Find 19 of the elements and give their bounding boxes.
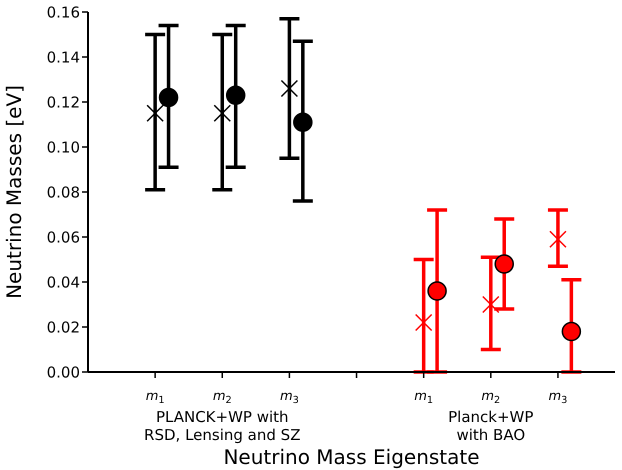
y-tick-label: 0.10 — [46, 138, 80, 156]
y-tick-label: 0.04 — [46, 273, 80, 292]
x-axis-title: Neutrino Mass Eigenstate — [223, 445, 480, 469]
x-tick-label: m$_{3}$ — [548, 389, 568, 406]
y-tick-label: 0.12 — [46, 93, 80, 112]
text: PLANCK+WP with RSD, Lensing and SZ — [143, 408, 302, 444]
y-tick-label: 0.14 — [46, 48, 80, 66]
y-tick-label: 0.08 — [46, 183, 80, 202]
y-tick-label: 0.02 — [46, 318, 80, 336]
x-tick-label: m$_{1}$ — [414, 389, 434, 406]
y-axis-title: Neutrino Masses [eV] — [2, 85, 26, 299]
y-tick-label: 0.16 — [46, 3, 80, 22]
text: Planck+WP with BAO — [447, 408, 534, 444]
x-tick-label: m$_{3}$ — [280, 389, 299, 406]
x-tick-label: m$_{2}$ — [481, 389, 500, 406]
x-tick-label: m$_{2}$ — [212, 389, 232, 406]
y-tick-label: 0.06 — [46, 228, 80, 246]
y-tick-label: 0.00 — [46, 363, 80, 382]
x-tick-label: m$_{1}$ — [146, 389, 165, 406]
